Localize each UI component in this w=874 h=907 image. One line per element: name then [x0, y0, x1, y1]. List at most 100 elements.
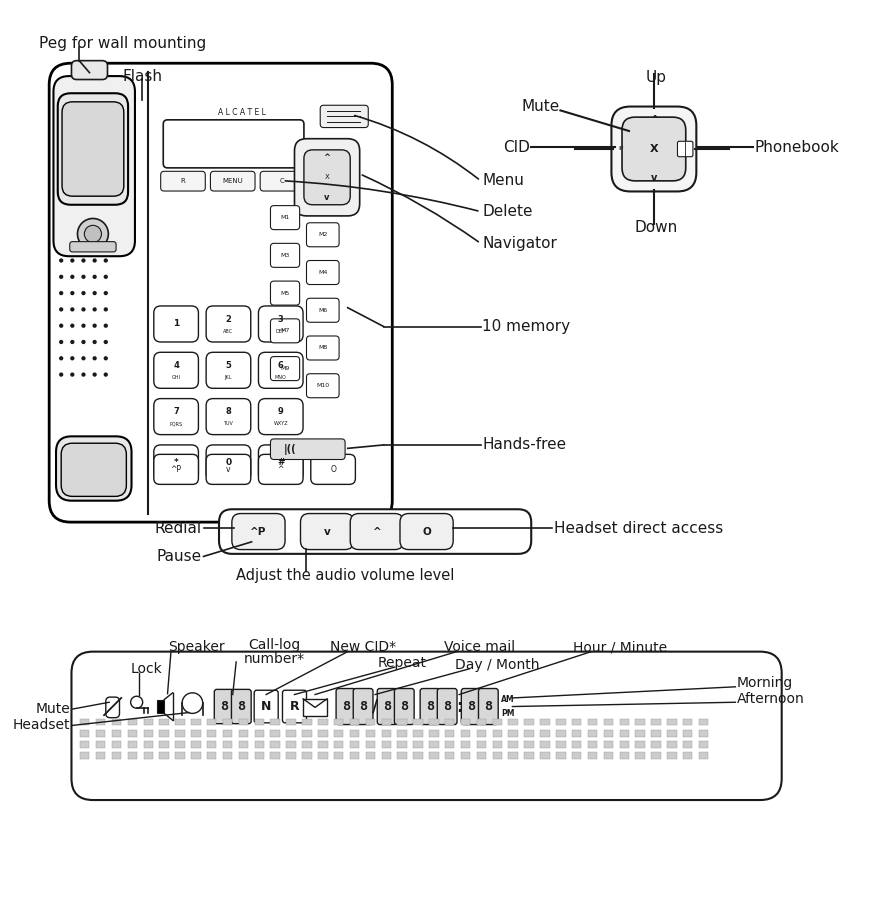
FancyBboxPatch shape — [49, 63, 392, 522]
Circle shape — [81, 324, 86, 327]
Bar — [620, 741, 629, 747]
Circle shape — [59, 356, 63, 360]
Bar — [302, 730, 312, 736]
Circle shape — [59, 307, 63, 311]
Bar — [302, 718, 312, 726]
FancyBboxPatch shape — [307, 223, 339, 247]
Bar — [254, 741, 264, 747]
Bar — [476, 730, 486, 736]
Text: Mute: Mute — [36, 702, 71, 717]
Bar — [176, 730, 184, 736]
Text: Mute: Mute — [521, 100, 559, 114]
FancyBboxPatch shape — [378, 688, 397, 725]
Bar — [334, 718, 343, 726]
Bar — [445, 741, 454, 747]
Bar — [540, 741, 550, 747]
Bar — [667, 741, 676, 747]
Bar — [318, 741, 328, 747]
Bar — [398, 752, 407, 759]
Text: Pause: Pause — [156, 549, 202, 564]
Text: Hour / Minute: Hour / Minute — [573, 640, 668, 654]
Text: Redial: Redial — [155, 521, 202, 536]
Bar — [413, 730, 423, 736]
Circle shape — [70, 275, 74, 279]
Bar — [303, 698, 327, 716]
FancyBboxPatch shape — [259, 445, 303, 481]
Circle shape — [93, 373, 97, 376]
Bar — [509, 718, 518, 726]
Bar — [429, 752, 439, 759]
Circle shape — [78, 219, 108, 249]
Text: N: N — [261, 700, 271, 713]
Text: /: / — [372, 697, 378, 716]
Bar — [588, 741, 597, 747]
FancyBboxPatch shape — [270, 243, 300, 268]
Bar — [572, 730, 581, 736]
Bar — [350, 752, 359, 759]
Bar — [96, 752, 106, 759]
Bar — [365, 718, 375, 726]
Bar — [635, 752, 645, 759]
Bar — [651, 718, 661, 726]
Bar — [128, 718, 137, 726]
Text: MNO: MNO — [275, 375, 287, 380]
Text: New CID*: New CID* — [330, 640, 396, 654]
Bar — [207, 741, 217, 747]
Circle shape — [70, 307, 74, 311]
Circle shape — [93, 356, 97, 360]
Bar — [287, 752, 295, 759]
Bar — [128, 730, 137, 736]
Bar — [540, 718, 550, 726]
Text: PQRS: PQRS — [170, 421, 183, 426]
Bar — [620, 752, 629, 759]
Bar — [699, 752, 708, 759]
Text: DEF: DEF — [276, 328, 286, 334]
Circle shape — [104, 275, 108, 279]
Text: *: * — [174, 458, 178, 467]
FancyBboxPatch shape — [214, 689, 234, 724]
Text: Flash: Flash — [122, 69, 162, 83]
FancyBboxPatch shape — [72, 651, 781, 800]
Circle shape — [93, 258, 97, 263]
Bar — [382, 741, 391, 747]
Bar — [445, 718, 454, 726]
Bar — [143, 718, 153, 726]
Bar — [80, 718, 89, 726]
Bar — [318, 730, 328, 736]
Bar — [667, 730, 676, 736]
FancyBboxPatch shape — [304, 150, 350, 205]
Circle shape — [93, 291, 97, 296]
Bar — [556, 741, 565, 747]
FancyBboxPatch shape — [206, 398, 251, 434]
Text: ABC: ABC — [224, 328, 233, 334]
Bar — [683, 741, 692, 747]
Text: Adjust the audio volume level: Adjust the audio volume level — [236, 568, 454, 583]
Text: M5: M5 — [281, 290, 289, 296]
Text: 8: 8 — [468, 700, 475, 713]
FancyBboxPatch shape — [70, 241, 116, 252]
FancyBboxPatch shape — [232, 513, 285, 550]
Text: iP: iP — [619, 147, 624, 151]
Bar — [683, 718, 692, 726]
FancyBboxPatch shape — [259, 454, 303, 484]
Text: 6: 6 — [278, 361, 284, 370]
Text: MENU: MENU — [222, 178, 243, 184]
FancyBboxPatch shape — [161, 171, 205, 191]
Bar — [588, 718, 597, 726]
Bar — [429, 741, 439, 747]
Bar — [350, 730, 359, 736]
Text: Peg for wall mounting: Peg for wall mounting — [38, 36, 206, 51]
Text: 1: 1 — [173, 319, 179, 328]
Text: v: v — [323, 527, 330, 537]
FancyBboxPatch shape — [232, 689, 251, 724]
FancyBboxPatch shape — [612, 106, 697, 191]
Text: 4: 4 — [173, 361, 179, 370]
Bar — [176, 752, 184, 759]
Bar — [524, 741, 534, 747]
Text: M6: M6 — [318, 307, 328, 313]
Bar — [699, 718, 708, 726]
Bar — [176, 741, 184, 747]
Bar — [667, 718, 676, 726]
FancyBboxPatch shape — [154, 306, 198, 342]
Bar — [176, 718, 184, 726]
